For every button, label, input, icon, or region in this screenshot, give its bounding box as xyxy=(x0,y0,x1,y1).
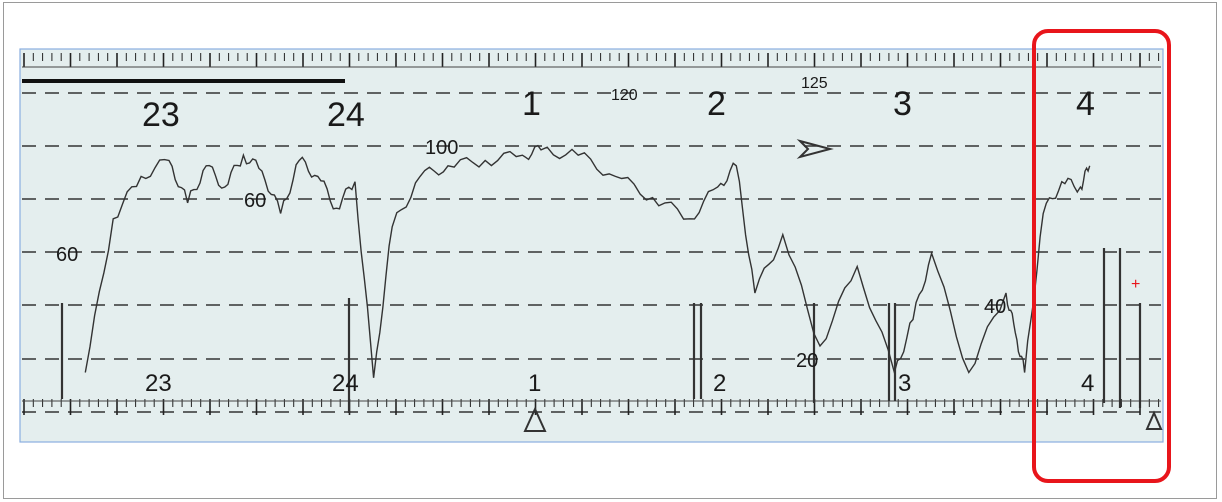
figure-frame: 23 24 1 2 3 4 23 24 1 2 3 4 120 125 100 … xyxy=(3,2,1217,499)
x-tick-label-bottom-2: 2 xyxy=(713,370,726,397)
annotation-60-upper: 60 xyxy=(244,190,266,212)
x-tick-label-bottom-3: 3 xyxy=(898,370,911,397)
annotation-120: 120 xyxy=(611,87,638,104)
x-tick-label-bottom-23: 23 xyxy=(145,370,172,397)
triangle-marker-icon xyxy=(523,406,547,432)
event-spikes xyxy=(60,248,1142,413)
grid-lines xyxy=(22,92,1161,413)
x-tick-label-top-4: 4 xyxy=(1076,85,1095,123)
annotation-60-left: 60 xyxy=(56,244,78,266)
annotation-100: 100 xyxy=(425,137,458,159)
annotation-125: 125 xyxy=(801,75,828,92)
x-tick-label-top-2: 2 xyxy=(707,85,726,123)
data-series-trace xyxy=(84,144,1091,378)
x-tick-label-bottom-1: 1 xyxy=(528,370,541,397)
chart-background xyxy=(19,48,1164,443)
x-tick-label-top-3: 3 xyxy=(893,85,912,123)
arrow-marker-icon xyxy=(796,139,834,159)
annotation-40: 40 xyxy=(984,296,1006,318)
x-tick-label-top-24: 24 xyxy=(327,96,365,134)
cross-marker-icon: + xyxy=(1131,276,1140,293)
x-tick-label-bottom-24: 24 xyxy=(332,370,359,397)
strip-chart: 23 24 1 2 3 4 23 24 1 2 3 4 120 125 100 … xyxy=(19,29,1171,483)
annotation-20: 20 xyxy=(796,350,818,372)
x-tick-label-bottom-4: 4 xyxy=(1081,370,1094,397)
highlight-box xyxy=(1032,29,1171,483)
x-tick-label-top-1: 1 xyxy=(522,85,541,123)
x-tick-label-top-23: 23 xyxy=(142,96,180,134)
triangle-marker-right-icon xyxy=(1145,410,1163,430)
